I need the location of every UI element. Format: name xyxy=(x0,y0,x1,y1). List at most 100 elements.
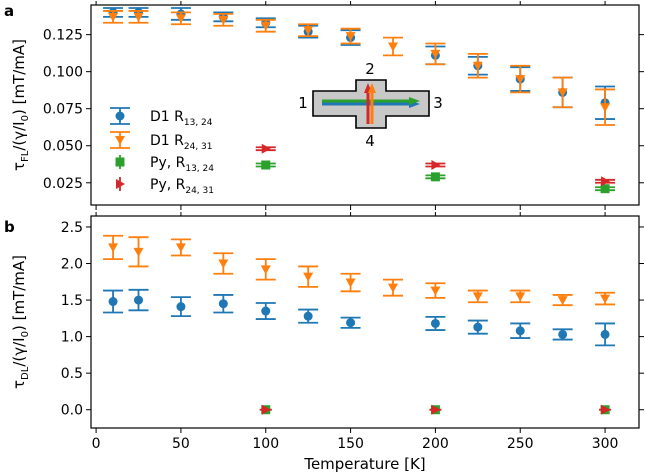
marker-triangle-down xyxy=(108,12,119,22)
legend-label-text: Py, R xyxy=(150,177,186,193)
marker-triangle-down xyxy=(108,243,119,253)
marker-triangle-down xyxy=(430,49,441,59)
panel-a-ylabel-sub: FL xyxy=(20,150,31,162)
data-point-d1_r2431 xyxy=(595,291,616,306)
y-tick-label: 0.125 xyxy=(43,28,83,44)
data-point-d1_r2431 xyxy=(170,11,191,26)
legend-label-text: Py, R xyxy=(150,155,186,171)
data-point-d1_r1324 xyxy=(213,294,234,314)
data-point-d1_r2431 xyxy=(595,88,616,126)
panel-a-data-marks xyxy=(103,7,616,194)
inset-terminal-left: 1 xyxy=(298,94,308,112)
marker-triangle-down xyxy=(260,21,271,31)
data-point-d1_r1324 xyxy=(128,288,149,312)
x-axis-label: Temperature [K] xyxy=(303,455,425,473)
data-point-d1_r2431 xyxy=(213,12,234,27)
marker-circle xyxy=(346,318,356,328)
panel-a-x-ticks xyxy=(95,1,606,210)
marker-circle xyxy=(108,297,118,307)
y-tick-label: 0.075 xyxy=(43,102,83,118)
panel-b-ylabel-main: τ xyxy=(10,380,28,389)
panel-a-ylabel-end: ) [mT/mA] xyxy=(10,39,28,115)
marker-circle xyxy=(218,299,228,309)
data-point-d1_r1324 xyxy=(595,322,616,347)
legend-label-py-r2431: Py, R24, 31 xyxy=(150,177,214,196)
panel-a-ylabel-sub2: 0 xyxy=(20,115,31,121)
marker-triangle-down xyxy=(387,42,398,52)
panel-b-data-marks xyxy=(103,234,616,415)
marker-triangle-down xyxy=(133,247,144,257)
marker-square xyxy=(430,172,440,182)
marker-triangle-right xyxy=(261,404,271,415)
legend: D1 R13, 24 D1 R24, 31 Py, R13, 24 Py, R2… xyxy=(110,107,214,196)
y-tick-label: 2.5 xyxy=(61,220,83,236)
marker-triangle-down xyxy=(600,294,611,304)
panel-a: a 0.025 0.050 0.075 0.100 0.125 τFL/(γ/I0) [… xyxy=(4,1,644,210)
legend-label-d1-r2431: D1 R24, 31 xyxy=(150,133,213,152)
y-tick-label: 0.050 xyxy=(43,139,83,155)
data-point-d1_r2431 xyxy=(255,18,276,33)
legend-marker-circle xyxy=(115,111,125,121)
data-point-d1_r2431 xyxy=(510,289,531,304)
x-tick-labels: 0 50 100 150 200 250 300 xyxy=(92,436,619,452)
data-point-d1_r2431 xyxy=(298,23,319,38)
marker-triangle-right xyxy=(601,176,611,187)
data-point-d1_r2431 xyxy=(467,52,488,79)
panel-b-label: b xyxy=(4,218,15,236)
legend-entry-py-r1324: Py, R13, 24 xyxy=(115,155,214,174)
x-tick-label: 50 xyxy=(172,436,190,452)
marker-circle xyxy=(261,306,271,316)
legend-marker-triangle-down xyxy=(115,136,125,145)
marker-triangle-down xyxy=(387,283,398,293)
data-point-d1_r1324 xyxy=(552,328,573,341)
data-point-d1_r1324 xyxy=(425,315,446,331)
panel-a-ylabel-main: τ xyxy=(10,162,28,171)
legend-label-text: D1 R xyxy=(150,109,184,125)
y-tick-label: 0.5 xyxy=(61,366,83,382)
panel-b: b 0.00.51.01.52.02.5 τDL/(γ/I0) [mT/mA] … xyxy=(4,212,644,473)
x-tick-label: 300 xyxy=(592,436,619,452)
panel-a-label: a xyxy=(4,2,14,20)
y-tick-label: 0.025 xyxy=(43,176,83,192)
data-point-d1_r2431 xyxy=(425,42,446,66)
marker-square xyxy=(600,184,610,194)
marker-triangle-right xyxy=(601,404,611,415)
inset-terminal-right: 3 xyxy=(433,94,443,112)
legend-label-subscript: 24, 31 xyxy=(185,186,214,196)
data-point-d1_r2431 xyxy=(128,10,149,24)
data-point-d1_r2431 xyxy=(382,36,403,57)
y-tick-label: 0.100 xyxy=(43,65,83,81)
marker-triangle-down xyxy=(515,292,526,302)
data-point-d1_r2431 xyxy=(425,282,446,299)
data-point-d1_r1324 xyxy=(103,289,124,314)
data-point-d1_r2431 xyxy=(340,27,361,45)
inset-terminal-top: 2 xyxy=(365,60,375,78)
data-point-py_r1324 xyxy=(595,184,616,194)
marker-triangle-down xyxy=(557,296,568,306)
panel-b-ylabel-rest: /(γ/I xyxy=(10,337,28,366)
marker-circle xyxy=(515,326,525,336)
data-point-d1_r2431 xyxy=(255,258,276,281)
data-point-py_r2431 xyxy=(425,160,446,170)
y-tick-label: 1.0 xyxy=(61,330,83,346)
panel-a-y-ticks: 0.025 0.050 0.075 0.100 0.125 xyxy=(43,28,644,192)
inset-device-schematic: 2 1 3 4 xyxy=(298,60,443,150)
data-point-py_r2431 xyxy=(255,143,276,154)
marker-circle xyxy=(176,302,186,312)
marker-triangle-down xyxy=(345,32,356,42)
x-tick-label: 200 xyxy=(422,436,449,452)
legend-label-subscript: 13, 24 xyxy=(184,118,213,128)
x-tick-label: 150 xyxy=(337,436,364,452)
marker-triangle-down xyxy=(472,61,483,71)
inset-orange-arrowhead xyxy=(368,83,376,93)
marker-triangle-down xyxy=(303,272,314,282)
marker-triangle-right xyxy=(431,404,441,415)
data-point-d1_r1324 xyxy=(298,308,319,324)
y-tick-label: 1.5 xyxy=(61,293,83,309)
data-point-py_r2431 xyxy=(429,404,442,415)
legend-marker-triangle-right xyxy=(116,179,125,189)
data-point-d1_r2431 xyxy=(552,76,573,109)
data-point-d1_r2431 xyxy=(213,252,234,275)
marker-triangle-down xyxy=(175,243,186,253)
data-point-d1_r1324 xyxy=(255,302,276,320)
